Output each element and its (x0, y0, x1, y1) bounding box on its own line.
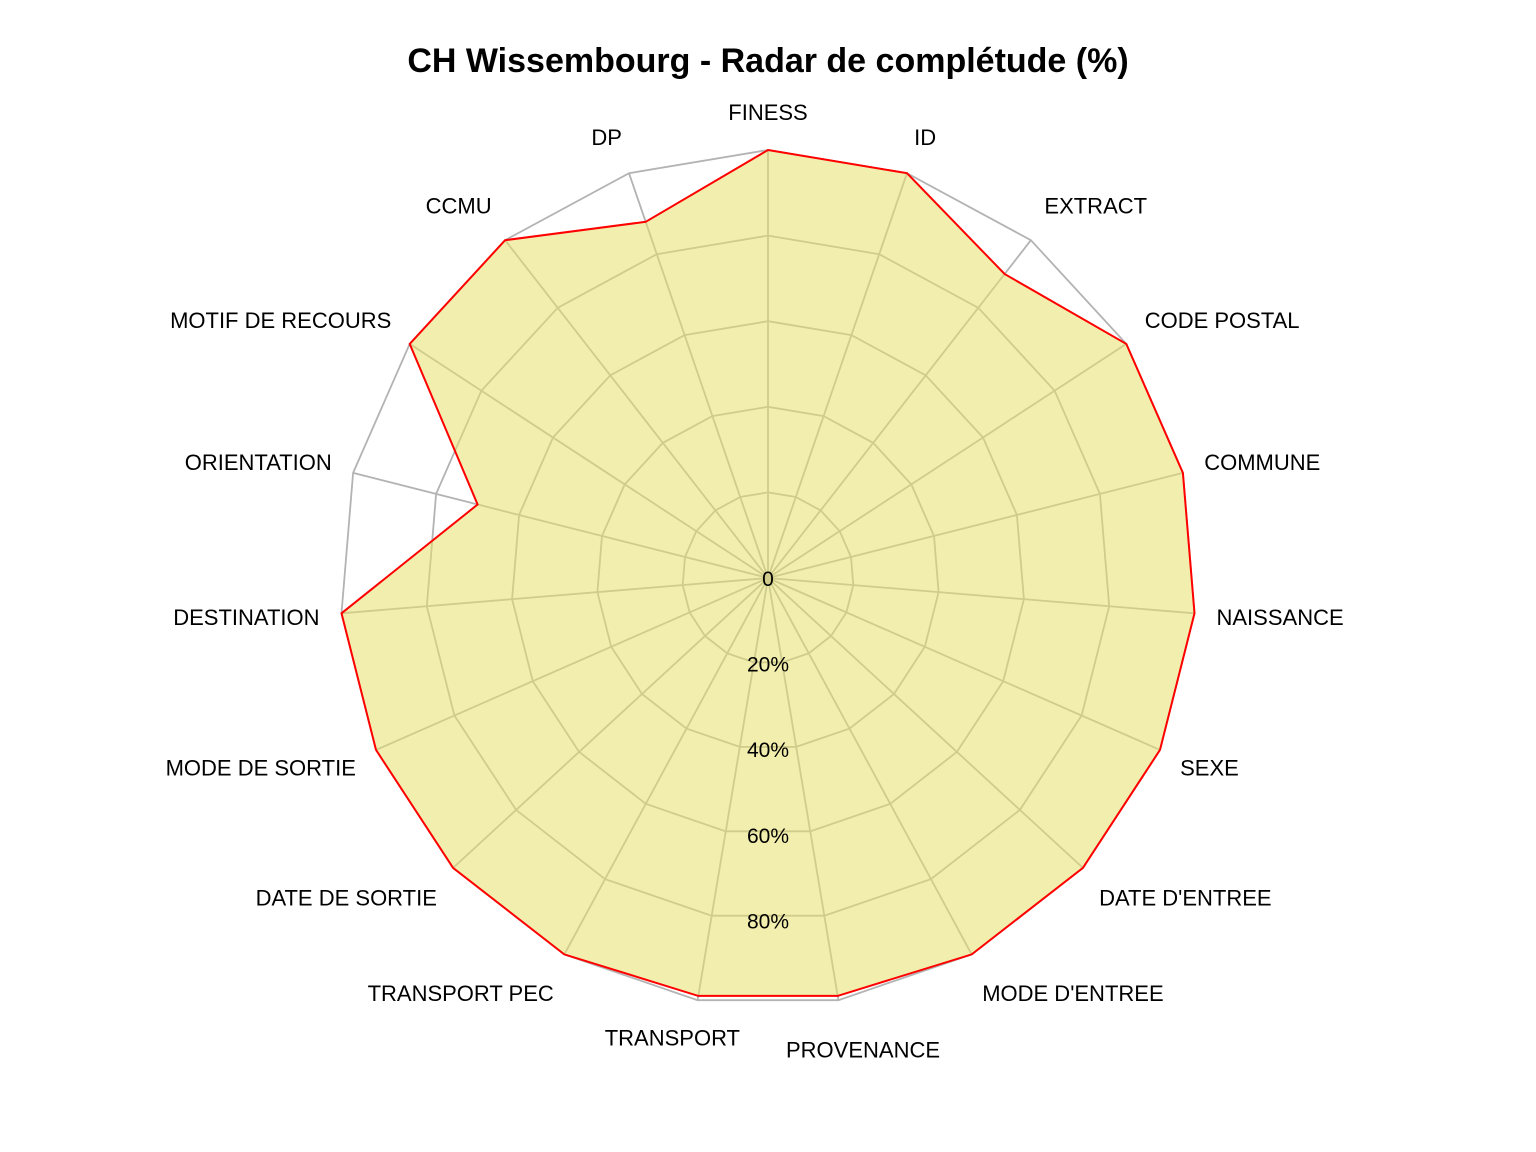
axis-label-2: EXTRACT (1044, 194, 1147, 219)
axis-label-12: DATE DE SORTIE (256, 886, 437, 911)
axis-label-0: FINESS (728, 100, 807, 125)
tick-label-3: 60% (747, 825, 789, 848)
axis-label-4: COMMUNE (1204, 450, 1320, 475)
axis-label-5: NAISSANCE (1217, 605, 1344, 630)
series-area (340, 148, 1196, 997)
axis-label-9: PROVENANCE (786, 1038, 940, 1063)
category-labels: FINESS ID EXTRACT CODE POSTAL COMMUNE NAISSAN… (166, 100, 1344, 1063)
axis-label-13: MODE DE SORTIE (166, 756, 356, 781)
axis-label-1: ID (914, 125, 936, 150)
axis-label-14: DESTINATION (173, 605, 319, 630)
tick-labels: 0 20% 40% 60% 80% (747, 568, 789, 933)
tick-label-2: 40% (747, 739, 789, 762)
axis-label-3: CODE POSTAL (1145, 308, 1300, 333)
axis-label-11: TRANSPORT PEC (368, 981, 554, 1006)
axis-label-17: CCMU (426, 194, 492, 219)
tick-label-0: 0 (762, 568, 774, 591)
chart-title: CH Wissembourg - Radar de complétude (%) (407, 42, 1128, 80)
axis-label-10: TRANSPORT (605, 1026, 740, 1051)
axis-label-8: MODE D'ENTREE (982, 981, 1163, 1006)
axis-label-7: DATE D'ENTREE (1099, 886, 1271, 911)
axis-label-15: ORIENTATION (185, 450, 332, 475)
axis-label-18: DP (591, 125, 622, 150)
axis-label-6: SEXE (1180, 756, 1239, 781)
tick-label-1: 20% (747, 654, 789, 677)
series-layer (340, 148, 1196, 997)
axis-label-16: MOTIF DE RECOURS (170, 308, 391, 333)
tick-label-4: 80% (747, 910, 789, 933)
